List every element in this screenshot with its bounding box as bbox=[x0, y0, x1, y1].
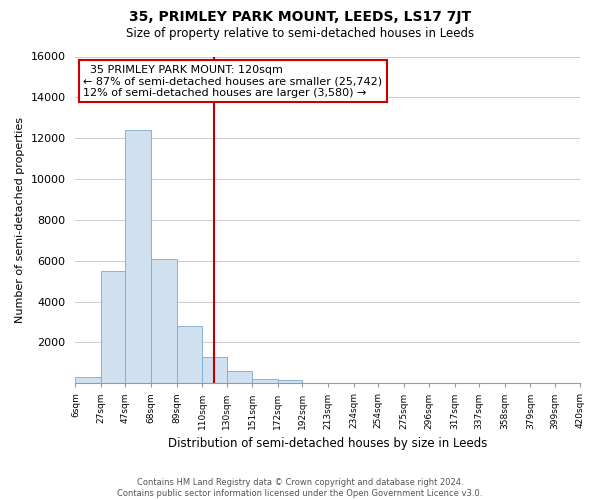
Text: 35 PRIMLEY PARK MOUNT: 120sqm  
← 87% of semi-detached houses are smaller (25,74: 35 PRIMLEY PARK MOUNT: 120sqm ← 87% of s… bbox=[83, 64, 382, 98]
Bar bbox=[278, 380, 302, 384]
Text: Contains HM Land Registry data © Crown copyright and database right 2024.
Contai: Contains HM Land Registry data © Crown c… bbox=[118, 478, 482, 498]
Bar bbox=[227, 371, 253, 384]
Text: 35, PRIMLEY PARK MOUNT, LEEDS, LS17 7JT: 35, PRIMLEY PARK MOUNT, LEEDS, LS17 7JT bbox=[129, 10, 471, 24]
Bar bbox=[151, 258, 176, 384]
Bar bbox=[176, 326, 202, 384]
Bar bbox=[76, 377, 101, 384]
X-axis label: Distribution of semi-detached houses by size in Leeds: Distribution of semi-detached houses by … bbox=[168, 437, 488, 450]
Bar bbox=[101, 271, 125, 384]
Y-axis label: Number of semi-detached properties: Number of semi-detached properties bbox=[15, 117, 25, 323]
Bar bbox=[202, 356, 227, 384]
Bar bbox=[253, 379, 278, 384]
Bar bbox=[125, 130, 151, 384]
Text: Size of property relative to semi-detached houses in Leeds: Size of property relative to semi-detach… bbox=[126, 28, 474, 40]
